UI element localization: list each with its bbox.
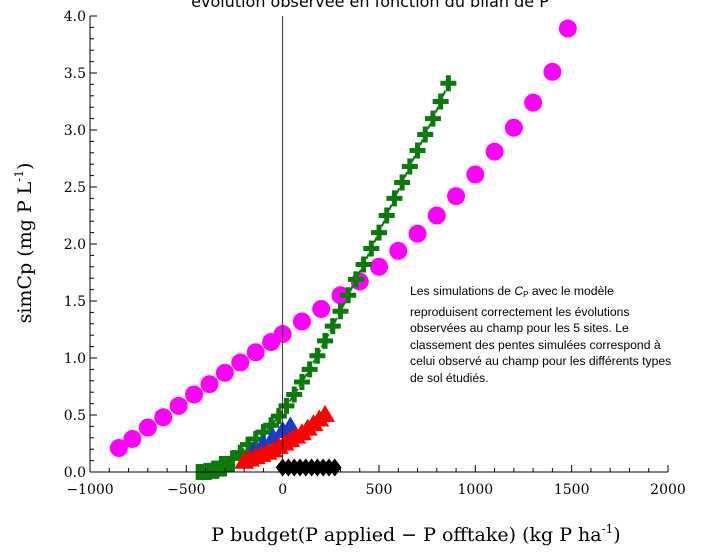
tick-labels: −1000 −500 0 500 1000 1500 2000 0.0 0.5 1.0 1.5 2.0… [64,9,686,498]
data-point [466,165,485,184]
data-point [200,375,219,394]
y-tick-label: 3.5 [64,66,86,82]
data-point [270,408,287,425]
data-point [408,224,427,243]
series-1 [109,19,577,458]
x-tick-label: 0 [278,482,287,498]
chart-title: évolution observée en fonction du bilan … [191,0,549,11]
data-point [312,299,331,318]
data-point [340,287,357,304]
y-tick-label: 1.5 [64,294,86,310]
x-tick-label: 500 [366,482,393,498]
y-tick-label: 1.0 [64,351,86,367]
data-point [263,417,280,434]
data-point [447,187,466,206]
data-point [317,332,334,349]
data-point [293,373,310,390]
data-point [315,405,336,422]
data-point [389,241,408,260]
data-point [138,418,157,437]
x-axis-label-main: P budget(P applied − P offtake) (kg P ha [211,524,601,546]
data-point [278,397,295,414]
x-tick-label: 1000 [458,482,494,498]
data-point [485,142,504,161]
x-tick-label: 2000 [650,482,686,498]
data-point [432,93,449,110]
x-axis-label-close: ) [613,524,620,546]
data-point [524,93,543,112]
data-point [185,385,204,404]
data-point [424,110,441,127]
data-point [504,118,523,137]
data-point [371,224,387,241]
y-tick-label: 2.0 [64,237,86,253]
data-point [309,347,326,364]
x-tick-label: 1500 [554,482,590,498]
plot-area [109,19,577,480]
data-point [355,256,372,273]
data-point [386,190,403,207]
y-tick-label: 2.5 [64,180,86,196]
data-point [394,174,411,191]
data-point [231,353,250,372]
annotation-text: Les simulations de CP avec le modèle rep… [410,283,672,387]
series-line [231,82,450,460]
data-point [558,19,577,38]
data-point [332,303,349,320]
data-point [440,75,457,92]
data-point [427,206,446,225]
series-5 [234,405,336,469]
x-tick-label: −500 [167,482,205,498]
data-point [109,439,128,458]
data-point [347,271,364,288]
x-axis-label-sup: -1 [602,522,614,536]
data-point [301,361,318,378]
annotation-symbol: C [514,284,524,298]
data-point [409,142,426,159]
data-point [215,363,234,382]
y-axis-label-sup: -1 [12,170,26,182]
data-point [154,408,173,427]
x-axis-label: P budget(P applied − P offtake) (kg P ha… [211,522,620,546]
data-point [417,126,434,143]
annotation-part1: Les simulations de [410,284,515,298]
y-tick-label: 4.0 [64,9,86,25]
y-axis-label-close: ) [14,163,36,170]
axes [89,15,669,473]
data-point [246,343,265,362]
annotation-subscript: P [523,290,529,299]
data-point [292,312,311,331]
data-point [169,396,188,415]
data-point [378,207,395,224]
data-point [543,62,562,81]
data-point [123,429,142,448]
data-point [363,240,380,257]
annotation-part2: avec le modèle reproduisent correctement… [410,284,672,385]
series-6 [275,458,342,477]
series-3 [224,75,457,467]
data-point [401,158,418,175]
data-point [286,386,303,403]
y-axis-label: simCp (mg P L-1) [12,163,36,324]
x-tick-label: −1000 [66,482,113,498]
data-point [324,318,341,335]
y-tick-label: 0.0 [64,465,86,481]
y-axis-label-main: simCp (mg P L [14,181,36,323]
data-point [370,257,388,276]
y-tick-label: 3.0 [64,123,86,139]
y-tick-label: 0.5 [64,408,86,424]
